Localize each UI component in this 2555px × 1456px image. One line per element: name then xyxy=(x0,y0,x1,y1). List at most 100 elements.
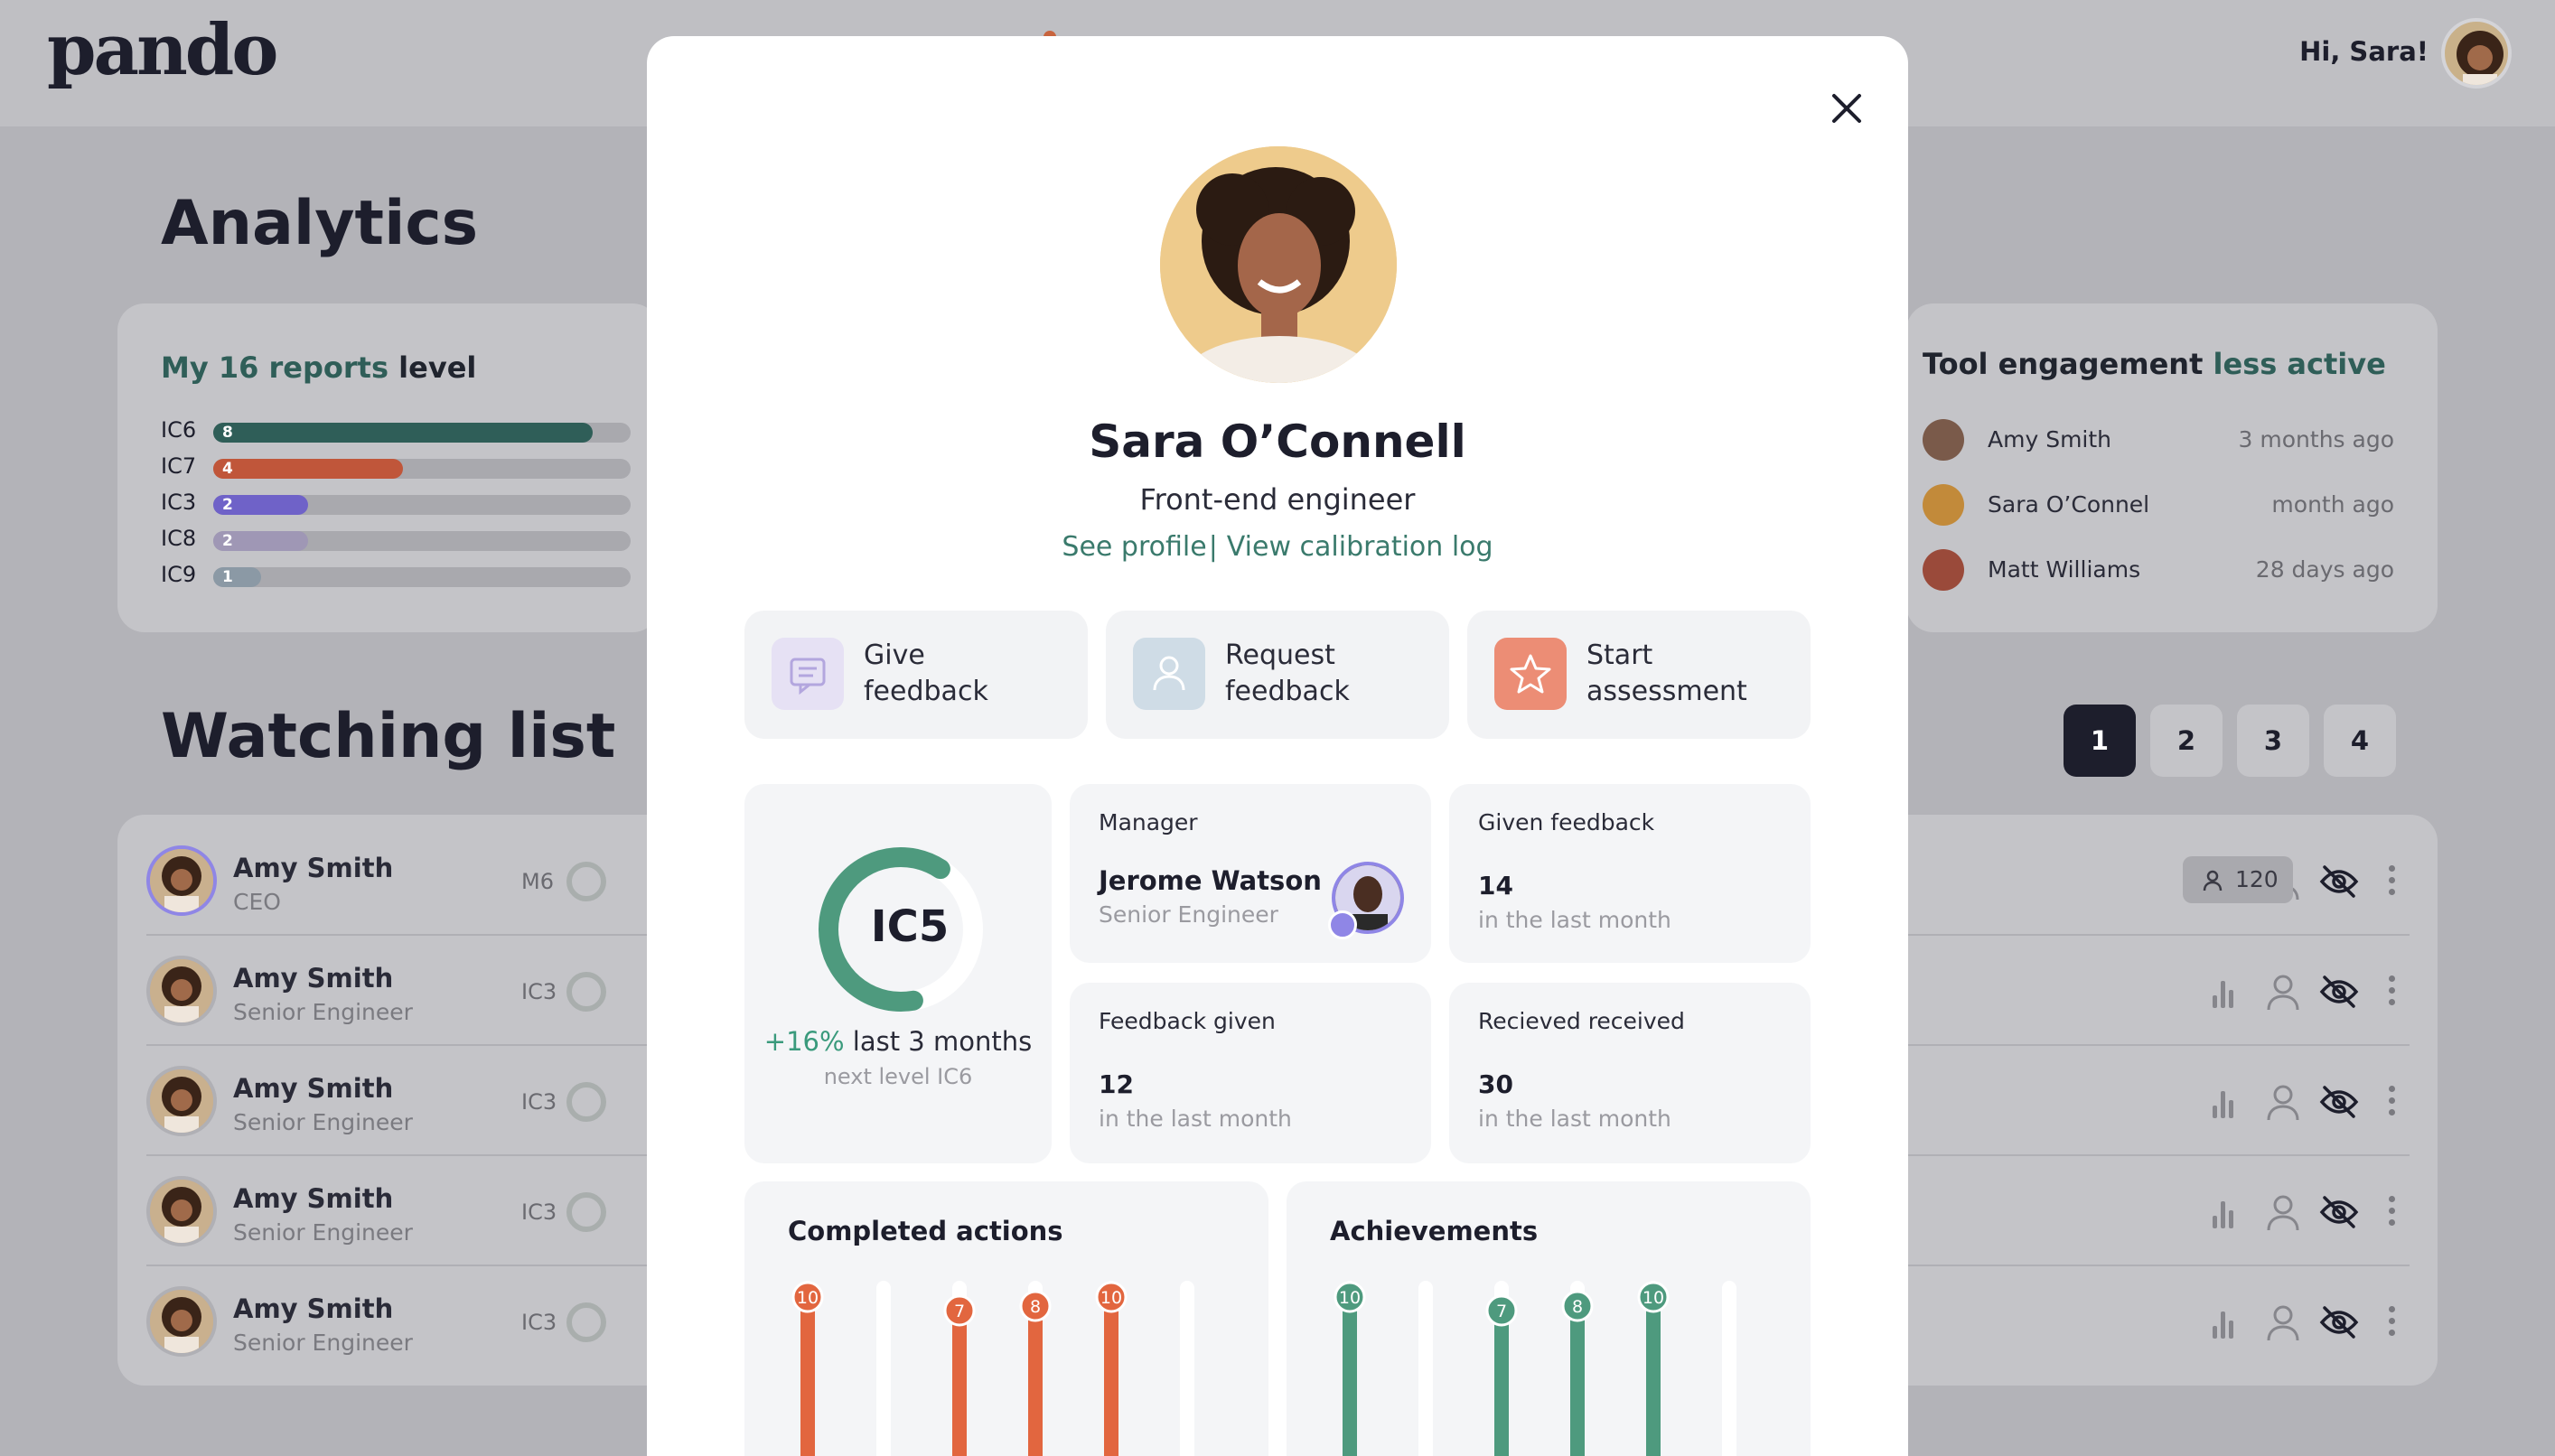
eye-off-icon[interactable] xyxy=(2319,865,2359,898)
action-button-give[interactable]: Give feedback xyxy=(744,611,1088,739)
followers-badge[interactable]: 120 xyxy=(2183,856,2293,903)
manager-name: Jerome Watson xyxy=(1099,865,1322,896)
tool-last-active: 3 months ago xyxy=(2238,426,2394,453)
level-label: IC7 xyxy=(161,453,197,479)
profile-modal: Sara O’Connell Front-end engineer See pr… xyxy=(647,36,1908,1456)
tool-engagement-row[interactable]: Matt Williams 28 days ago xyxy=(1923,547,2394,593)
watching-row[interactable]: Amy Smith Senior Engineer IC3 xyxy=(146,1046,2410,1156)
user-icon[interactable] xyxy=(2265,974,2301,1012)
pando-logo[interactable]: pando xyxy=(47,9,278,91)
chart-bar xyxy=(952,1311,967,1456)
manager-tile[interactable]: Manager Jerome Watson Senior Engineer xyxy=(1070,784,1431,963)
watching-role: Senior Engineer xyxy=(233,1109,413,1135)
watching-avatar xyxy=(146,1286,217,1357)
growth-text: last 3 months xyxy=(852,1026,1033,1057)
page-button-2[interactable]: 2 xyxy=(2150,705,2223,777)
level-row: IC7 4 xyxy=(161,453,631,481)
row-actions xyxy=(2139,1156,2410,1266)
chart-bar-marker xyxy=(1637,1281,1670,1313)
see-profile-link[interactable]: See profile xyxy=(1062,531,1207,563)
action-label-line2: feedback xyxy=(864,676,988,707)
bar-chart-icon[interactable] xyxy=(2211,1091,2236,1118)
action-label: Request feedback xyxy=(1225,638,1350,710)
user-icon xyxy=(2203,870,2223,891)
completed-actions-chart: 10 7 8 10 xyxy=(791,1281,1194,1456)
level-count: 8 xyxy=(222,424,233,442)
followers-count: 120 xyxy=(2235,866,2279,892)
profile-links: See profile| View calibration log xyxy=(647,531,1908,563)
calibration-log-link[interactable]: View calibration log xyxy=(1226,531,1493,563)
user-icon[interactable] xyxy=(2265,1304,2301,1342)
action-button-request[interactable]: Request feedback xyxy=(1106,611,1449,739)
action-button-start[interactable]: Start assessment xyxy=(1467,611,1811,739)
chart-bar xyxy=(1343,1297,1357,1456)
more-menu-icon[interactable] xyxy=(2388,865,2397,898)
level-fill: 2 xyxy=(213,531,308,551)
feedback-given-sub: in the last month xyxy=(1099,1106,1292,1132)
watching-role: Senior Engineer xyxy=(233,1219,413,1246)
action-label-line1: Start xyxy=(1586,639,1653,671)
user-icon[interactable] xyxy=(2265,1084,2301,1122)
tool-engagement-highlight: less active xyxy=(2213,347,2386,381)
bar-chart-icon[interactable] xyxy=(2211,1311,2236,1339)
chart-bar-marker xyxy=(943,1294,976,1327)
progress-ring-icon xyxy=(566,972,606,1012)
reports-suffix: level xyxy=(398,350,477,385)
row-actions xyxy=(2139,1266,2410,1377)
page-button-1[interactable]: 1 xyxy=(2064,705,2136,777)
tool-user-name: Amy Smith xyxy=(1988,426,2112,453)
watching-row[interactable]: Amy Smith Senior Engineer IC3 xyxy=(146,1156,2410,1266)
watching-name: Amy Smith xyxy=(233,1293,394,1324)
bar-chart-icon[interactable] xyxy=(2211,981,2236,1008)
eye-off-icon[interactable] xyxy=(2319,975,2359,1008)
more-menu-icon[interactable] xyxy=(2388,1196,2397,1228)
user-icon[interactable] xyxy=(2265,1194,2301,1232)
completed-actions-card: 10 7 8 10 Completed actions xyxy=(744,1181,1268,1456)
tool-engagement-row[interactable]: Sara O’Connel month ago xyxy=(1923,482,2394,527)
watching-name: Amy Smith xyxy=(233,853,394,883)
chart-bar xyxy=(800,1297,815,1456)
level-track: 4 xyxy=(213,459,631,479)
watching-row[interactable]: Amy Smith Senior Engineer IC3 xyxy=(146,1266,2410,1377)
eye-off-icon[interactable] xyxy=(2319,1086,2359,1118)
eye-off-icon[interactable] xyxy=(2319,1306,2359,1339)
level-label: IC9 xyxy=(161,562,197,587)
watching-name: Amy Smith xyxy=(233,1183,394,1214)
feedback-given-caption: Feedback given xyxy=(1099,1008,1276,1034)
level-fill: 2 xyxy=(213,495,308,515)
level-row: IC6 8 xyxy=(161,417,631,444)
watching-name: Amy Smith xyxy=(233,963,394,994)
row-actions xyxy=(2139,936,2410,1046)
bar-chart-icon[interactable] xyxy=(2211,1201,2236,1228)
feedback-given-tile: Feedback given 12 in the last month xyxy=(1070,983,1431,1163)
chat-icon xyxy=(772,638,844,710)
tool-engagement-row[interactable]: Amy Smith 3 months ago xyxy=(1923,417,2394,462)
level-label: IC6 xyxy=(161,417,197,443)
level-row: IC3 2 xyxy=(161,490,631,517)
level-row: IC8 2 xyxy=(161,526,631,553)
star-icon xyxy=(1494,638,1567,710)
watching-row[interactable]: Amy Smith CEO M6 xyxy=(146,826,2410,936)
link-separator: | xyxy=(1208,531,1218,563)
level-progress-ring xyxy=(818,847,983,1012)
manager-caption: Manager xyxy=(1099,809,1198,835)
action-label: Give feedback xyxy=(864,638,988,710)
watching-level: IC3 xyxy=(521,979,557,1004)
more-menu-icon[interactable] xyxy=(2388,1306,2397,1339)
chart-data-label: 8 xyxy=(1030,1297,1041,1317)
eye-off-icon[interactable] xyxy=(2319,1196,2359,1228)
more-menu-icon[interactable] xyxy=(2388,1086,2397,1118)
tool-avatar xyxy=(1923,484,1964,526)
received-feedback-tile: Recieved received 30 in the last month xyxy=(1449,983,1811,1163)
chart-bar-marker xyxy=(1561,1290,1594,1322)
page-button-3[interactable]: 3 xyxy=(2237,705,2309,777)
close-icon[interactable] xyxy=(1825,87,1868,130)
page-button-4[interactable]: 4 xyxy=(2324,705,2396,777)
more-menu-icon[interactable] xyxy=(2388,975,2397,1008)
level-count: 4 xyxy=(222,460,233,478)
action-label-line2: assessment xyxy=(1586,676,1747,707)
user-avatar[interactable] xyxy=(2441,18,2512,89)
row-actions xyxy=(2139,1046,2410,1156)
chart-data-label: 7 xyxy=(954,1302,965,1321)
given-feedback-sub: in the last month xyxy=(1478,907,1671,933)
